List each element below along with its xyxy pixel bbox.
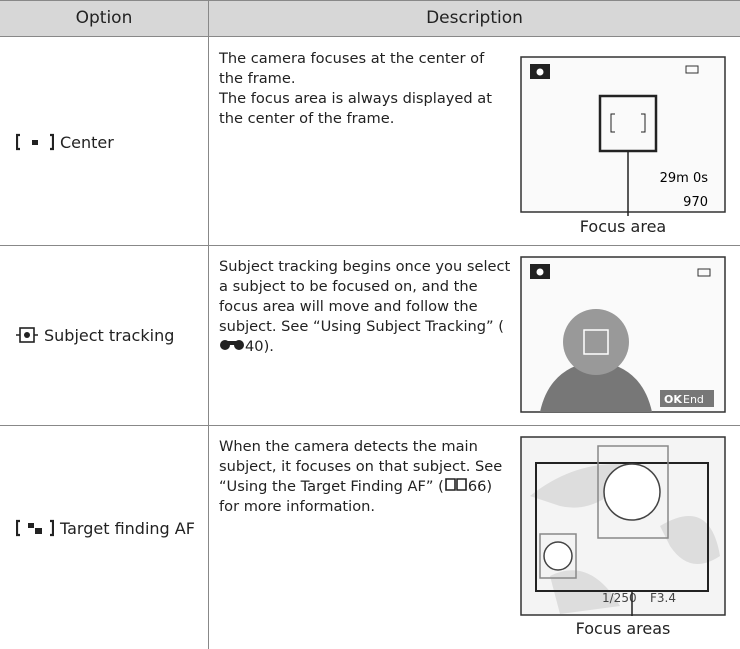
option: Target finding AF bbox=[16, 518, 195, 538]
screen-illustration: 1/250 F3.4 bbox=[520, 436, 726, 616]
icon bbox=[16, 327, 38, 343]
rule bbox=[0, 425, 740, 426]
screen-illustration: 29m 0s 970 bbox=[520, 56, 726, 216]
screen-text: 29m 0s bbox=[660, 171, 709, 186]
option: Subject tracking bbox=[16, 325, 174, 345]
option-label: Center bbox=[60, 132, 114, 152]
rule bbox=[0, 245, 740, 246]
paragraph: The camera focuses at the center of the … bbox=[219, 50, 485, 87]
text: 40). bbox=[245, 338, 274, 355]
paragraph: The focus area is always displayed at th… bbox=[219, 90, 492, 127]
rule bbox=[0, 0, 740, 1]
icon bbox=[220, 340, 244, 350]
text: 66) for more information. bbox=[219, 478, 493, 515]
screen-text: 1/250 bbox=[602, 591, 637, 605]
option-label: Target finding AF bbox=[60, 518, 195, 538]
screen-text: End bbox=[683, 393, 704, 406]
option-label: Subject tracking bbox=[44, 325, 175, 345]
svg-text:OK: OK bbox=[664, 393, 682, 406]
icon bbox=[16, 133, 54, 151]
paragraph: When the camera detects the main subject… bbox=[219, 437, 511, 517]
icon bbox=[16, 519, 54, 537]
option: Center bbox=[16, 132, 114, 152]
description: Subject tracking begins once you select … bbox=[219, 257, 511, 357]
icon bbox=[445, 478, 467, 491]
header-cell: Description bbox=[209, 0, 740, 36]
description: When the camera detects the main subject… bbox=[219, 437, 511, 517]
caption: Focus area bbox=[579, 217, 667, 236]
text: When the camera detects the main subject… bbox=[219, 438, 503, 495]
screen-illustration: OK End bbox=[520, 256, 726, 413]
header-cell: Option bbox=[0, 0, 208, 36]
rule bbox=[208, 0, 209, 649]
paragraph: Subject tracking begins once you select … bbox=[219, 257, 511, 357]
text: Subject tracking begins once you select … bbox=[219, 258, 511, 335]
caption: Focus areas bbox=[575, 619, 671, 638]
rule bbox=[0, 36, 740, 37]
screen-text: F3.4 bbox=[650, 591, 676, 605]
description: The camera focuses at the center of the … bbox=[219, 49, 511, 129]
screen-text: 970 bbox=[683, 195, 708, 210]
